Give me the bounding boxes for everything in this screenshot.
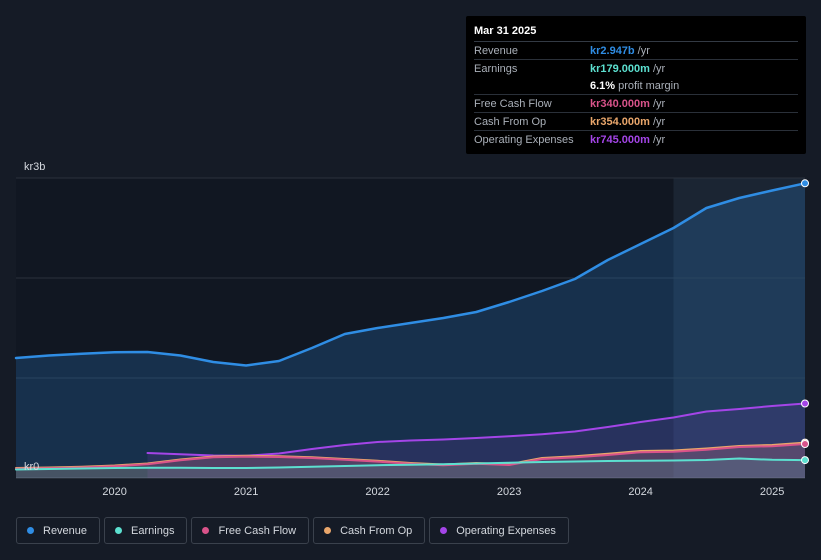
- chart-legend: Revenue Earnings Free Cash Flow Cash Fro…: [16, 517, 569, 544]
- x-tick-label: 2024: [628, 486, 652, 498]
- x-tick-label: 2021: [234, 486, 258, 498]
- legend-item-cash-from-op[interactable]: Cash From Op: [313, 517, 426, 544]
- series-endpoint-revenue: [801, 179, 809, 188]
- legend-dot-icon: [27, 527, 34, 534]
- legend-dot-icon: [324, 527, 332, 534]
- chart-area: kr3b kr0 2020 2021 2022 2023 2024 2025: [14, 161, 809, 498]
- tooltip-unit: /yr: [652, 115, 666, 128]
- series-line-earnings: [15, 457, 806, 471]
- tooltip-label: Revenue: [474, 44, 519, 57]
- legend-label: Earnings: [131, 524, 175, 537]
- tooltip-label: Earnings: [474, 62, 518, 75]
- series-layer: [14, 179, 809, 479]
- data-tooltip: Mar 31 2025 Revenue kr2.947b /yr Earning…: [466, 16, 806, 154]
- series-area-earnings: [16, 458, 805, 478]
- tooltip-row-operating-expenses: Operating Expenses kr745.000m /yr: [474, 131, 798, 148]
- axis-layer: kr3b kr0 2020 2021 2022 2023 2024 2025: [24, 161, 784, 498]
- x-tick-label: 2022: [365, 486, 389, 498]
- y-axis-bottom-label: kr0: [24, 461, 39, 473]
- legend-dot-icon: [440, 527, 448, 534]
- legend-label: Revenue: [43, 524, 88, 537]
- tooltip-row-cash-from-op: Cash From Op kr354.000m /yr: [474, 113, 798, 131]
- tooltip-value: kr179.000m: [590, 62, 650, 75]
- legend-label: Operating Expenses: [456, 524, 556, 537]
- legend-dot-icon: [202, 527, 210, 534]
- series-endpoint-free-cash-flow: [801, 440, 809, 448]
- tooltip-label: Cash From Op: [474, 115, 547, 128]
- tooltip-date: Mar 31 2025: [474, 24, 798, 42]
- tooltip-unit: /yr: [652, 97, 666, 110]
- tooltip-value: kr745.000m: [590, 133, 650, 146]
- legend-item-earnings[interactable]: Earnings: [104, 517, 188, 544]
- x-tick-label: 2025: [760, 486, 784, 498]
- series-area-free-cash-flow: [16, 444, 805, 478]
- legend-label: Free Cash Flow: [218, 524, 297, 537]
- series-area-revenue: [16, 183, 805, 479]
- tooltip-label: Operating Expenses: [474, 133, 574, 146]
- tooltip-value: kr2.947b: [590, 44, 635, 57]
- tooltip-row-earnings: Earnings kr179.000m /yr: [474, 60, 798, 77]
- tooltip-row-revenue: Revenue kr2.947b /yr: [474, 42, 798, 60]
- legend-item-free-cash-flow[interactable]: Free Cash Flow: [191, 517, 310, 544]
- y-axis-top-label: kr3b: [24, 161, 45, 173]
- tooltip-row-profit-margin: 6.1% profit margin: [474, 77, 798, 95]
- series-endpoint-earnings: [801, 456, 809, 465]
- tooltip-label: Free Cash Flow: [474, 97, 552, 110]
- series-endpoint-operating-expenses: [801, 399, 809, 408]
- legend-label: Cash From Op: [340, 524, 413, 537]
- x-tick-label: 2023: [497, 486, 521, 498]
- tooltip-row-free-cash-flow: Free Cash Flow kr340.000m /yr: [474, 95, 798, 113]
- tooltip-unit: /yr: [652, 62, 666, 75]
- legend-item-operating-expenses[interactable]: Operating Expenses: [429, 517, 569, 544]
- tooltip-unit: profit margin: [618, 79, 680, 92]
- series-area-cash-from-op: [16, 442, 805, 478]
- tooltip-unit: /yr: [652, 133, 666, 146]
- tooltip-value: 6.1%: [590, 79, 616, 92]
- x-tick-label: 2020: [102, 486, 126, 498]
- legend-dot-icon: [115, 527, 123, 534]
- legend-item-revenue[interactable]: Revenue: [16, 517, 101, 544]
- series-line-revenue: [14, 182, 807, 367]
- recent-period-shade: [673, 178, 805, 478]
- tooltip-value: kr354.000m: [590, 115, 650, 128]
- tooltip-value: kr340.000m: [590, 97, 650, 110]
- tooltip-unit: /yr: [637, 44, 650, 57]
